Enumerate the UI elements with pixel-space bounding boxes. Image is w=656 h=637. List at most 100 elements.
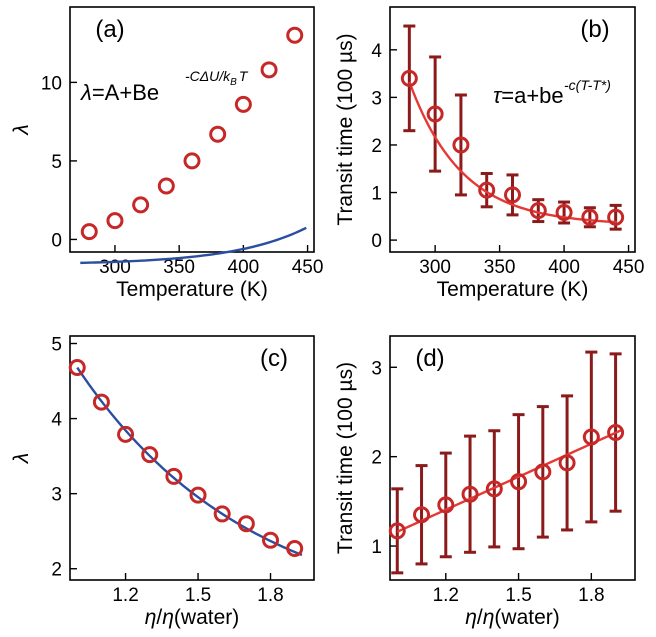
data-point [510,473,528,491]
data-point [426,105,444,123]
data-point [157,177,175,195]
x-axis-title: Temperature (K) [116,278,268,301]
equation-exp-sub: B [230,77,237,88]
y-tick-label: 2 [371,448,382,469]
plot-frame [69,335,315,581]
x-tick-label: 300 [99,257,131,278]
y-tick-label: 3 [51,485,62,506]
x-tick-label: 300 [419,257,451,278]
x-tick-label: 400 [548,257,580,278]
y-tick-label: 5 [51,152,62,173]
equation-lhs: λ [80,80,92,105]
data-point [117,425,135,443]
panel-label: (d) [415,345,444,372]
y-tick-label: 10 [41,73,62,94]
y-tick-label: 0 [371,231,382,252]
data-point [581,208,599,226]
equation: λ=A+Be [80,80,159,105]
data-point [485,480,503,498]
data-point [106,212,124,230]
data-point [260,61,278,79]
data-point [209,125,227,143]
data-point [534,463,552,481]
x-tick-label: 1.5 [505,585,531,606]
data-point [607,208,625,226]
plot-frame [389,335,636,581]
y-axis-title: Transit time (100 µs) [334,33,357,225]
y-tick-label: 1 [371,184,382,205]
equation-mid: =A+Be [92,80,159,105]
x-axis-title-slash: / [156,606,162,629]
y-tick-label: 0 [51,230,62,251]
y-axis-title: Transit time (100 µs) [334,362,357,554]
equation-mid: =a+be [501,83,563,108]
y-tick-label: 5 [51,335,62,356]
panel-label: (a) [95,16,124,43]
data-point [286,26,304,44]
data-point [262,531,280,549]
x-axis-title: Temperature (K) [437,278,589,301]
x-axis-title-eta2: η [162,606,174,629]
x-tick-label: 1.2 [433,585,459,606]
data-point [607,424,625,442]
fit-curve [396,428,624,533]
x-axis-title: η/η(water) [465,606,560,629]
data-point [400,69,418,87]
data-point [582,428,600,446]
x-tick-label: 350 [484,257,516,278]
x-axis-title-rest: (water) [494,606,559,629]
x-tick-label: 450 [613,257,645,278]
equation-exponent: -CΔU/kB T [185,68,249,88]
x-tick-label: 1.5 [185,585,211,606]
x-axis-title: η/η(water) [145,606,240,629]
data-point [237,515,255,533]
panel-label: (b) [580,16,609,43]
x-tick-label: 1.8 [578,585,604,606]
y-tick-label: 2 [371,136,382,157]
panel-label: (c) [260,345,288,372]
equation-lhs: τ [493,83,503,108]
y-axis-title: λ [10,453,33,464]
data-point [413,506,431,524]
data-point [183,152,201,170]
data-point [141,446,159,464]
data-point [189,486,207,504]
data-point [504,186,521,204]
data-point [558,454,576,472]
data-point [132,196,150,214]
x-axis-title-eta2: η [483,606,495,629]
data-point [213,505,231,523]
data-point [452,136,470,154]
x-tick-label: 400 [228,257,260,278]
data-point [80,223,98,241]
y-tick-label: 3 [371,88,382,109]
equation-exp-main: -CΔU/k [185,68,231,84]
y-tick-label: 4 [371,41,382,62]
data-point [388,522,406,540]
y-axis-title: λ [10,124,33,135]
x-axis-title-eta: η [465,606,477,629]
equation: τ=a+be [493,83,564,108]
x-tick-label: 1.2 [112,585,138,606]
data-point [437,496,455,514]
equation-exponent: -c(T-T*) [564,77,611,93]
data-point [165,467,183,485]
fit-curve [80,226,307,265]
x-axis-title-slash: / [477,606,483,629]
plot-frame [389,6,636,253]
y-tick-label: 2 [51,560,62,581]
x-axis-title-rest: (water) [174,606,239,629]
plot-frame [69,6,315,253]
fit-curve [76,366,303,557]
x-tick-label: 450 [292,257,324,278]
data-point [478,181,496,199]
data-point [555,204,573,222]
data-point [286,539,304,557]
y-tick-label: 4 [51,410,62,431]
y-tick-label: 3 [371,358,382,379]
data-point [461,485,479,503]
